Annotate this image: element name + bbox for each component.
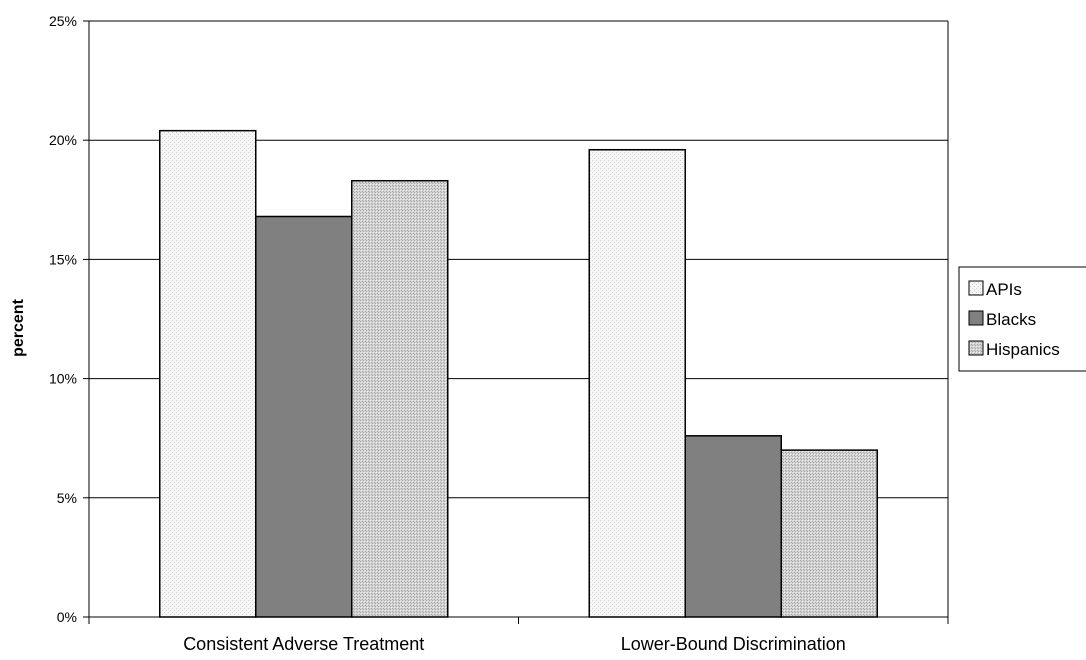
legend-label-blacks: Blacks xyxy=(986,310,1036,329)
bar-apis xyxy=(159,129,257,618)
y-tick-label: 20% xyxy=(49,132,77,148)
y-tick-label: 10% xyxy=(49,371,77,387)
x-category-labels: Consistent Adverse Treatment Lower-Bound … xyxy=(183,634,846,654)
x-category-label: Lower-Bound Discrimination xyxy=(621,634,846,654)
legend: APIs Blacks Hispanics xyxy=(958,266,1086,372)
bar-blacks xyxy=(684,435,782,618)
y-tick-label: 25% xyxy=(49,13,77,29)
bar-hispanics xyxy=(351,179,449,618)
y-tick-label: 0% xyxy=(57,609,77,625)
legend-swatch-blacks xyxy=(968,310,984,326)
bar-apis xyxy=(588,148,686,618)
axes xyxy=(83,20,949,624)
bars xyxy=(159,129,878,618)
legend-swatch-hispanics xyxy=(968,340,984,356)
y-tick-labels: 0% 5% 10% 15% 20% 25% xyxy=(49,13,77,625)
legend-swatch-apis xyxy=(968,280,984,296)
legend-label-apis: APIs xyxy=(986,280,1022,299)
y-tick-label: 5% xyxy=(57,490,77,506)
legend-label-hispanics: Hispanics xyxy=(986,340,1060,359)
bar-blacks xyxy=(255,215,353,618)
y-axis-label: percent xyxy=(10,298,27,356)
y-tick-label: 15% xyxy=(49,251,77,267)
x-category-label: Consistent Adverse Treatment xyxy=(183,634,424,654)
bar-hispanics xyxy=(780,449,878,618)
